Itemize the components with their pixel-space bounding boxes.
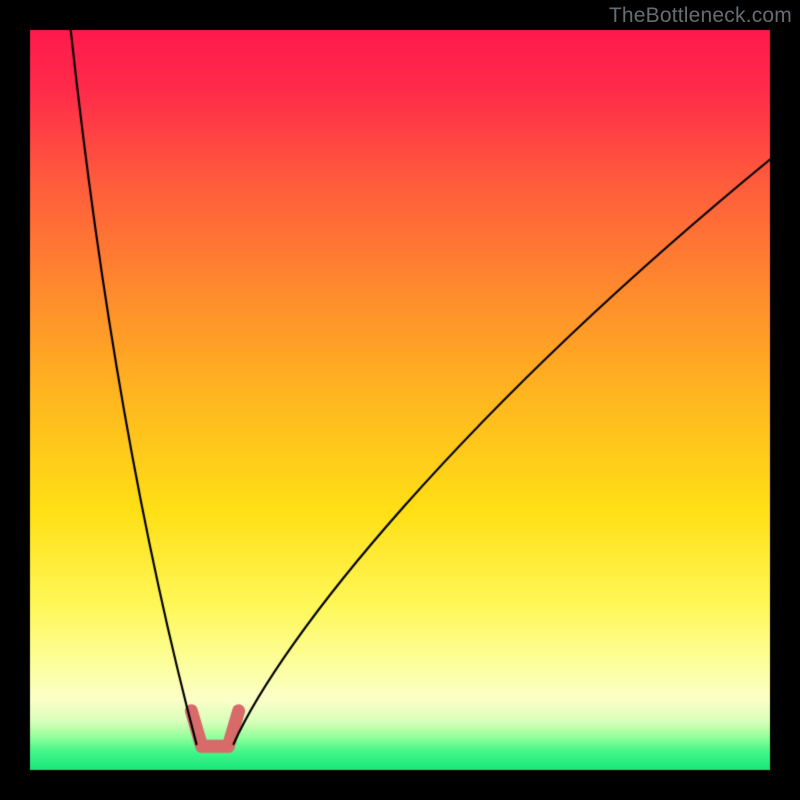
watermark-text: TheBottleneck.com: [609, 4, 792, 28]
bottleneck-chart-canvas: [0, 0, 800, 800]
chart-stage: TheBottleneck.com: [0, 0, 800, 800]
